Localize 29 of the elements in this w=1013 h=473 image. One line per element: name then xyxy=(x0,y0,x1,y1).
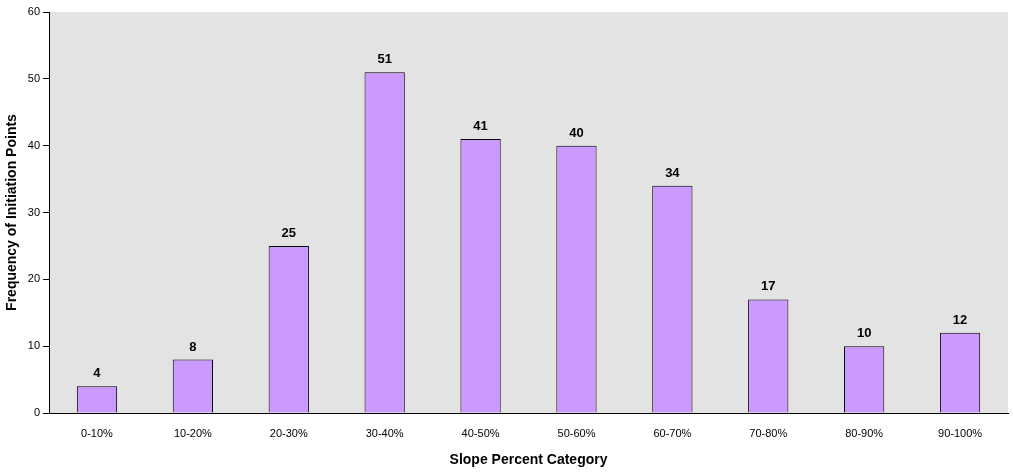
x-tick-label: 80-90% xyxy=(845,426,884,439)
x-axis-title: Slope Percent Category xyxy=(449,451,608,468)
x-tick-label: 50-60% xyxy=(557,426,596,439)
y-tick-label: 30 xyxy=(27,205,41,218)
data-label: 12 xyxy=(952,311,968,327)
x-tick-label: 30-40% xyxy=(365,426,404,439)
data-label: 8 xyxy=(189,338,197,354)
y-tick-label: 0 xyxy=(33,406,41,419)
x-tick-label: 20-30% xyxy=(269,426,308,439)
data-label: 34 xyxy=(665,164,681,180)
y-tick-label: 10 xyxy=(27,339,41,352)
data-label: 40 xyxy=(569,124,584,140)
y-tick-label: 40 xyxy=(27,138,41,151)
y-tick-label: 60 xyxy=(27,5,41,18)
y-tick-label: 50 xyxy=(27,71,41,84)
y-tick-label: 20 xyxy=(27,272,41,285)
x-tick-label: 10-20% xyxy=(173,426,213,439)
x-tick-label: 90-100% xyxy=(938,426,983,439)
data-label: 41 xyxy=(473,118,488,134)
x-tick-label: 40-50% xyxy=(461,426,500,439)
x-tick-label: 0-10% xyxy=(81,426,114,439)
x-tick-label: 70-80% xyxy=(749,426,788,439)
data-label: 17 xyxy=(761,278,776,294)
data-label: 4 xyxy=(93,365,102,381)
data-label: 10 xyxy=(856,325,872,341)
data-label: 51 xyxy=(377,51,392,67)
x-tick-label: 60-70% xyxy=(653,426,692,439)
y-axis-title: Frequency of Initiation Points xyxy=(3,113,20,311)
data-label: 25 xyxy=(281,224,297,240)
